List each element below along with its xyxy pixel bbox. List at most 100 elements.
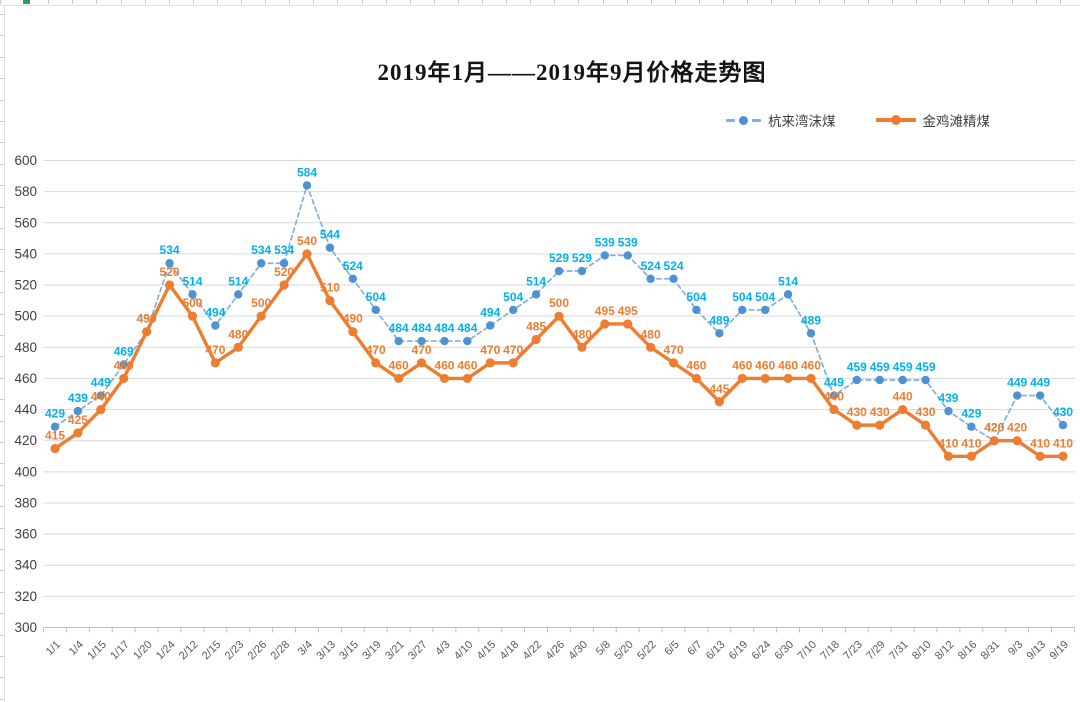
data-label: 524 xyxy=(664,259,684,273)
data-label: 529 xyxy=(572,251,592,265)
sheet-column-tick xyxy=(578,0,580,4)
data-label: 459 xyxy=(847,360,867,374)
data-label: 480 xyxy=(228,327,248,341)
sheet-column-tick xyxy=(385,0,387,4)
data-point xyxy=(806,329,816,338)
sheet-column-tick xyxy=(554,0,556,4)
sheet-column-tick xyxy=(819,0,821,4)
data-label: 430 xyxy=(1053,405,1073,419)
sheet-row-tick xyxy=(0,570,4,572)
series-jinjitan: 4154254404604905205004704805005205405104… xyxy=(45,234,1073,461)
sheet-column-tick xyxy=(506,0,508,4)
data-label: 449 xyxy=(1007,376,1027,390)
sheet-column-tick xyxy=(723,0,724,4)
data-label: 490 xyxy=(343,312,363,326)
sheet-row-tick xyxy=(0,78,4,80)
data-point xyxy=(531,290,541,299)
data-label: 470 xyxy=(664,343,684,357)
sheet-column-tick xyxy=(409,0,411,4)
data-label: 410 xyxy=(1053,436,1073,450)
sheet-column-tick xyxy=(939,0,941,4)
data-point xyxy=(646,274,655,284)
sheet-column-tick xyxy=(1036,0,1038,4)
sheet-row-tick xyxy=(0,549,4,550)
data-point xyxy=(737,373,747,384)
sheet-column-tick xyxy=(361,0,363,4)
gridlines xyxy=(43,160,1075,628)
data-point xyxy=(325,296,335,306)
data-label: 420 xyxy=(984,421,1004,435)
sheet-column-tick xyxy=(241,0,242,4)
data-label: 500 xyxy=(549,296,569,310)
sheet-column-tick xyxy=(1012,0,1014,4)
data-point xyxy=(325,243,335,252)
svg-text:4/18: 4/18 xyxy=(498,639,522,663)
sheet-row-tick xyxy=(0,249,4,251)
data-label: 430 xyxy=(847,405,867,419)
svg-text:6/7: 6/7 xyxy=(685,639,704,658)
data-point xyxy=(463,336,472,346)
svg-text:520: 520 xyxy=(14,278,37,293)
data-point xyxy=(417,336,426,346)
data-label: 490 xyxy=(137,312,157,326)
sheet-column-tick xyxy=(265,0,267,4)
data-label: 484 xyxy=(412,321,432,335)
data-point xyxy=(875,375,884,385)
svg-text:3/13: 3/13 xyxy=(314,639,338,663)
svg-text:2/28: 2/28 xyxy=(269,639,293,663)
sheet-column-tick xyxy=(602,0,604,4)
svg-text:7/10: 7/10 xyxy=(795,639,819,663)
data-point xyxy=(714,397,724,407)
sheet-row-tick xyxy=(0,634,4,636)
data-point xyxy=(188,290,197,299)
sheet-top-gridline-ticks xyxy=(0,0,1080,6)
svg-text:2/15: 2/15 xyxy=(200,639,224,663)
data-point xyxy=(623,319,633,329)
data-point xyxy=(554,266,564,276)
data-point xyxy=(806,373,816,384)
svg-text:7/18: 7/18 xyxy=(818,639,842,663)
data-point xyxy=(371,358,381,368)
svg-text:6/30: 6/30 xyxy=(773,639,797,663)
sheet-row-tick xyxy=(0,142,4,144)
sheet-column-tick xyxy=(674,0,676,4)
chart-legend: 杭来湾沫煤 金鸡滩精煤 xyxy=(726,110,990,130)
sheet-column-tick xyxy=(337,0,339,4)
sheet-row-tick xyxy=(0,163,4,165)
data-label: 470 xyxy=(480,343,500,357)
sheet-row-tick xyxy=(0,292,4,294)
data-label: 430 xyxy=(916,405,936,419)
sheet-column-tick xyxy=(915,0,917,4)
data-point xyxy=(692,305,701,315)
data-point xyxy=(279,280,289,290)
data-label: 459 xyxy=(893,360,913,374)
data-point xyxy=(486,321,495,330)
svg-text:5/22: 5/22 xyxy=(635,639,659,663)
data-point xyxy=(600,251,610,260)
data-point xyxy=(646,342,656,352)
sheet-row-tick xyxy=(0,677,4,679)
data-label: 410 xyxy=(1030,436,1050,450)
data-point xyxy=(440,336,449,346)
data-label: 495 xyxy=(618,304,638,318)
sheet-column-tick xyxy=(216,0,218,4)
sheet-column-tick xyxy=(120,0,122,4)
data-point xyxy=(348,327,358,337)
data-label: 500 xyxy=(182,296,202,310)
svg-text:6/24: 6/24 xyxy=(750,639,774,663)
data-point xyxy=(989,436,999,446)
data-label: 504 xyxy=(732,290,752,304)
data-point xyxy=(73,428,83,438)
legend-label-hanglaiwan: 杭来湾沫煤 xyxy=(768,114,836,129)
sheet-row-tick xyxy=(0,35,4,37)
data-label: 460 xyxy=(801,358,821,372)
data-point xyxy=(1035,391,1045,400)
data-point xyxy=(944,406,953,416)
svg-text:460: 460 xyxy=(14,371,37,386)
svg-text:560: 560 xyxy=(14,215,37,230)
svg-text:1/20: 1/20 xyxy=(131,639,155,663)
data-label: 534 xyxy=(274,243,294,257)
data-label: 410 xyxy=(938,436,958,450)
data-label: 489 xyxy=(801,313,821,327)
